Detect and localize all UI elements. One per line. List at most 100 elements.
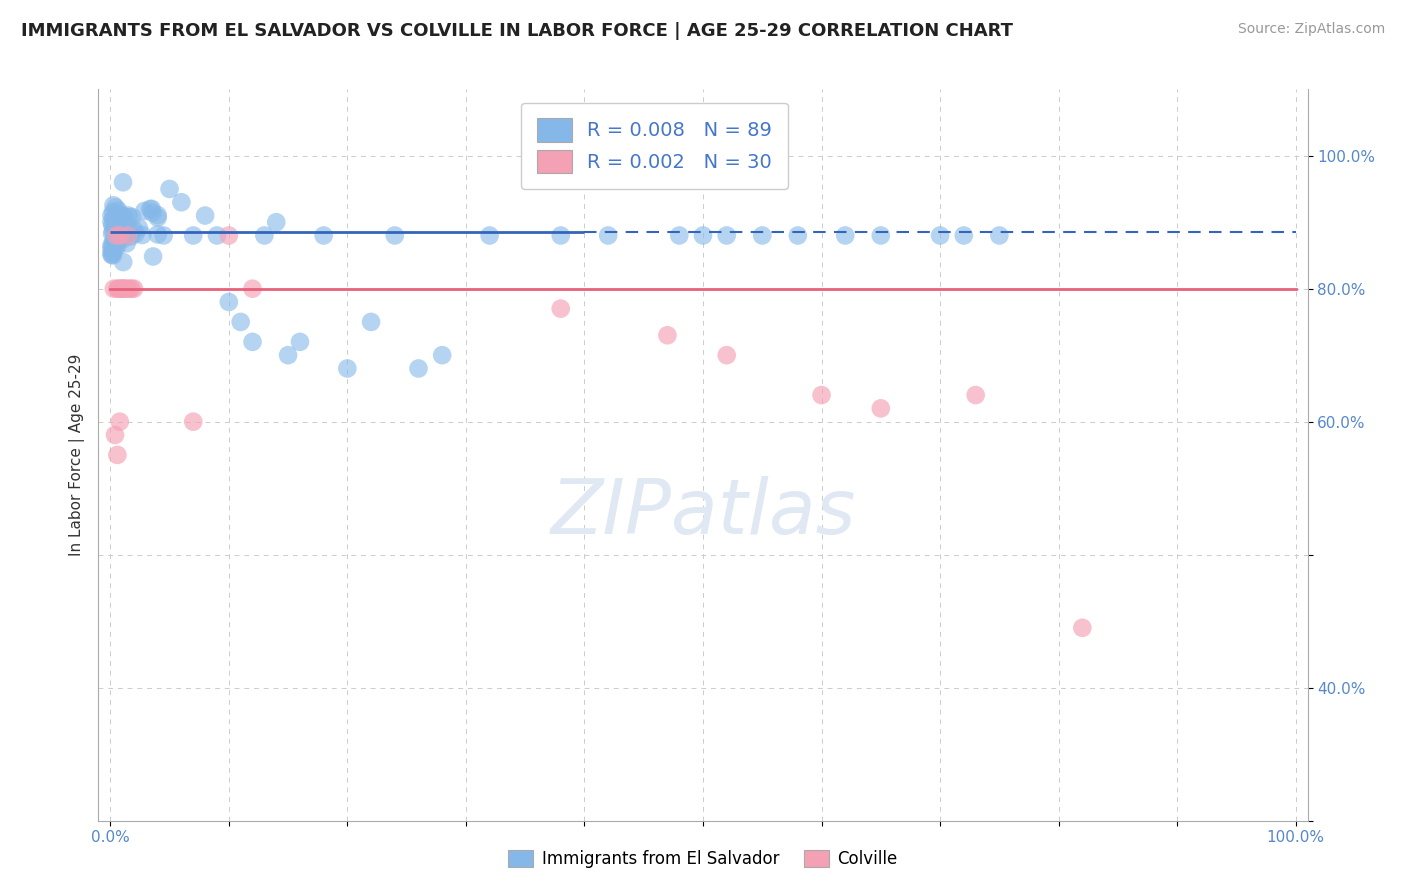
Point: [110, 218, 132, 232]
Point: [170, 195, 193, 210]
Point: [110, 220, 132, 235]
Point: [218, 295, 240, 310]
Point: [104, 226, 127, 240]
Point: [668, 228, 690, 243]
Point: [142, 206, 165, 220]
Point: [122, 282, 145, 296]
Point: [103, 234, 125, 248]
Legend: R = 0.008   N = 89, R = 0.002   N = 30: R = 0.008 N = 89, R = 0.002 N = 30: [522, 103, 787, 189]
Point: [104, 240, 127, 254]
Point: [131, 227, 153, 242]
Point: [869, 228, 891, 243]
Point: [108, 228, 131, 243]
Point: [108, 415, 131, 429]
Point: [1071, 621, 1094, 635]
Point: [118, 282, 141, 296]
Point: [716, 348, 738, 362]
Point: [100, 246, 122, 260]
Point: [242, 334, 264, 349]
Text: ZIPatlas: ZIPatlas: [550, 476, 856, 550]
Point: [432, 348, 454, 362]
Point: [105, 282, 128, 296]
Point: [100, 248, 122, 262]
Point: [181, 228, 204, 243]
Point: [751, 228, 773, 243]
Point: [242, 282, 264, 296]
Point: [121, 282, 143, 296]
Point: [692, 228, 714, 243]
Point: [253, 228, 276, 243]
Point: [141, 202, 163, 216]
Point: [104, 232, 127, 246]
Point: [117, 208, 139, 222]
Point: [965, 388, 987, 402]
Point: [108, 230, 131, 244]
Point: [101, 211, 124, 226]
Point: [118, 211, 141, 225]
Point: [478, 228, 501, 243]
Point: [100, 215, 122, 229]
Point: [869, 401, 891, 416]
Point: [229, 315, 252, 329]
Point: [105, 224, 128, 238]
Point: [105, 240, 128, 254]
Point: [104, 200, 127, 214]
Point: [929, 228, 952, 243]
Point: [142, 250, 165, 264]
Point: [104, 428, 127, 442]
Point: [103, 219, 125, 233]
Point: [112, 282, 135, 296]
Point: [657, 328, 679, 343]
Point: [598, 228, 620, 243]
Point: [101, 237, 124, 252]
Point: [408, 361, 430, 376]
Point: [112, 255, 135, 269]
Point: [105, 448, 128, 462]
Point: [112, 232, 135, 246]
Point: [112, 175, 135, 189]
Point: [125, 227, 148, 241]
Point: [101, 245, 124, 260]
Point: [115, 236, 138, 251]
Point: [101, 224, 124, 238]
Point: [264, 215, 287, 229]
Point: [107, 282, 129, 296]
Point: [112, 229, 135, 244]
Point: [146, 227, 169, 242]
Point: [194, 209, 217, 223]
Point: [152, 228, 174, 243]
Point: [101, 219, 124, 233]
Text: IMMIGRANTS FROM EL SALVADOR VS COLVILLE IN LABOR FORCE | AGE 25-29 CORRELATION C: IMMIGRANTS FROM EL SALVADOR VS COLVILLE …: [21, 22, 1014, 40]
Point: [277, 348, 299, 362]
Point: [107, 203, 129, 218]
Point: [101, 248, 124, 262]
Point: [716, 228, 738, 243]
Point: [115, 282, 138, 296]
Point: [550, 228, 572, 243]
Point: [288, 334, 311, 349]
Legend: Immigrants from El Salvador, Colville: Immigrants from El Salvador, Colville: [502, 843, 904, 875]
Text: Source: ZipAtlas.com: Source: ZipAtlas.com: [1237, 22, 1385, 37]
Point: [146, 211, 169, 225]
Point: [952, 228, 974, 243]
Point: [101, 205, 124, 219]
Y-axis label: In Labor Force | Age 25-29: In Labor Force | Age 25-29: [69, 354, 84, 556]
Point: [101, 227, 124, 241]
Point: [122, 223, 145, 237]
Point: [110, 228, 132, 243]
Point: [336, 361, 359, 376]
Point: [100, 242, 122, 256]
Point: [159, 182, 181, 196]
Point: [105, 228, 128, 243]
Point: [121, 210, 143, 224]
Point: [100, 208, 122, 222]
Point: [110, 230, 132, 244]
Point: [205, 228, 228, 243]
Point: [360, 315, 382, 329]
Point: [181, 415, 204, 429]
Point: [218, 228, 240, 243]
Point: [104, 238, 127, 252]
Point: [384, 228, 406, 243]
Point: [810, 388, 832, 402]
Point: [134, 203, 156, 218]
